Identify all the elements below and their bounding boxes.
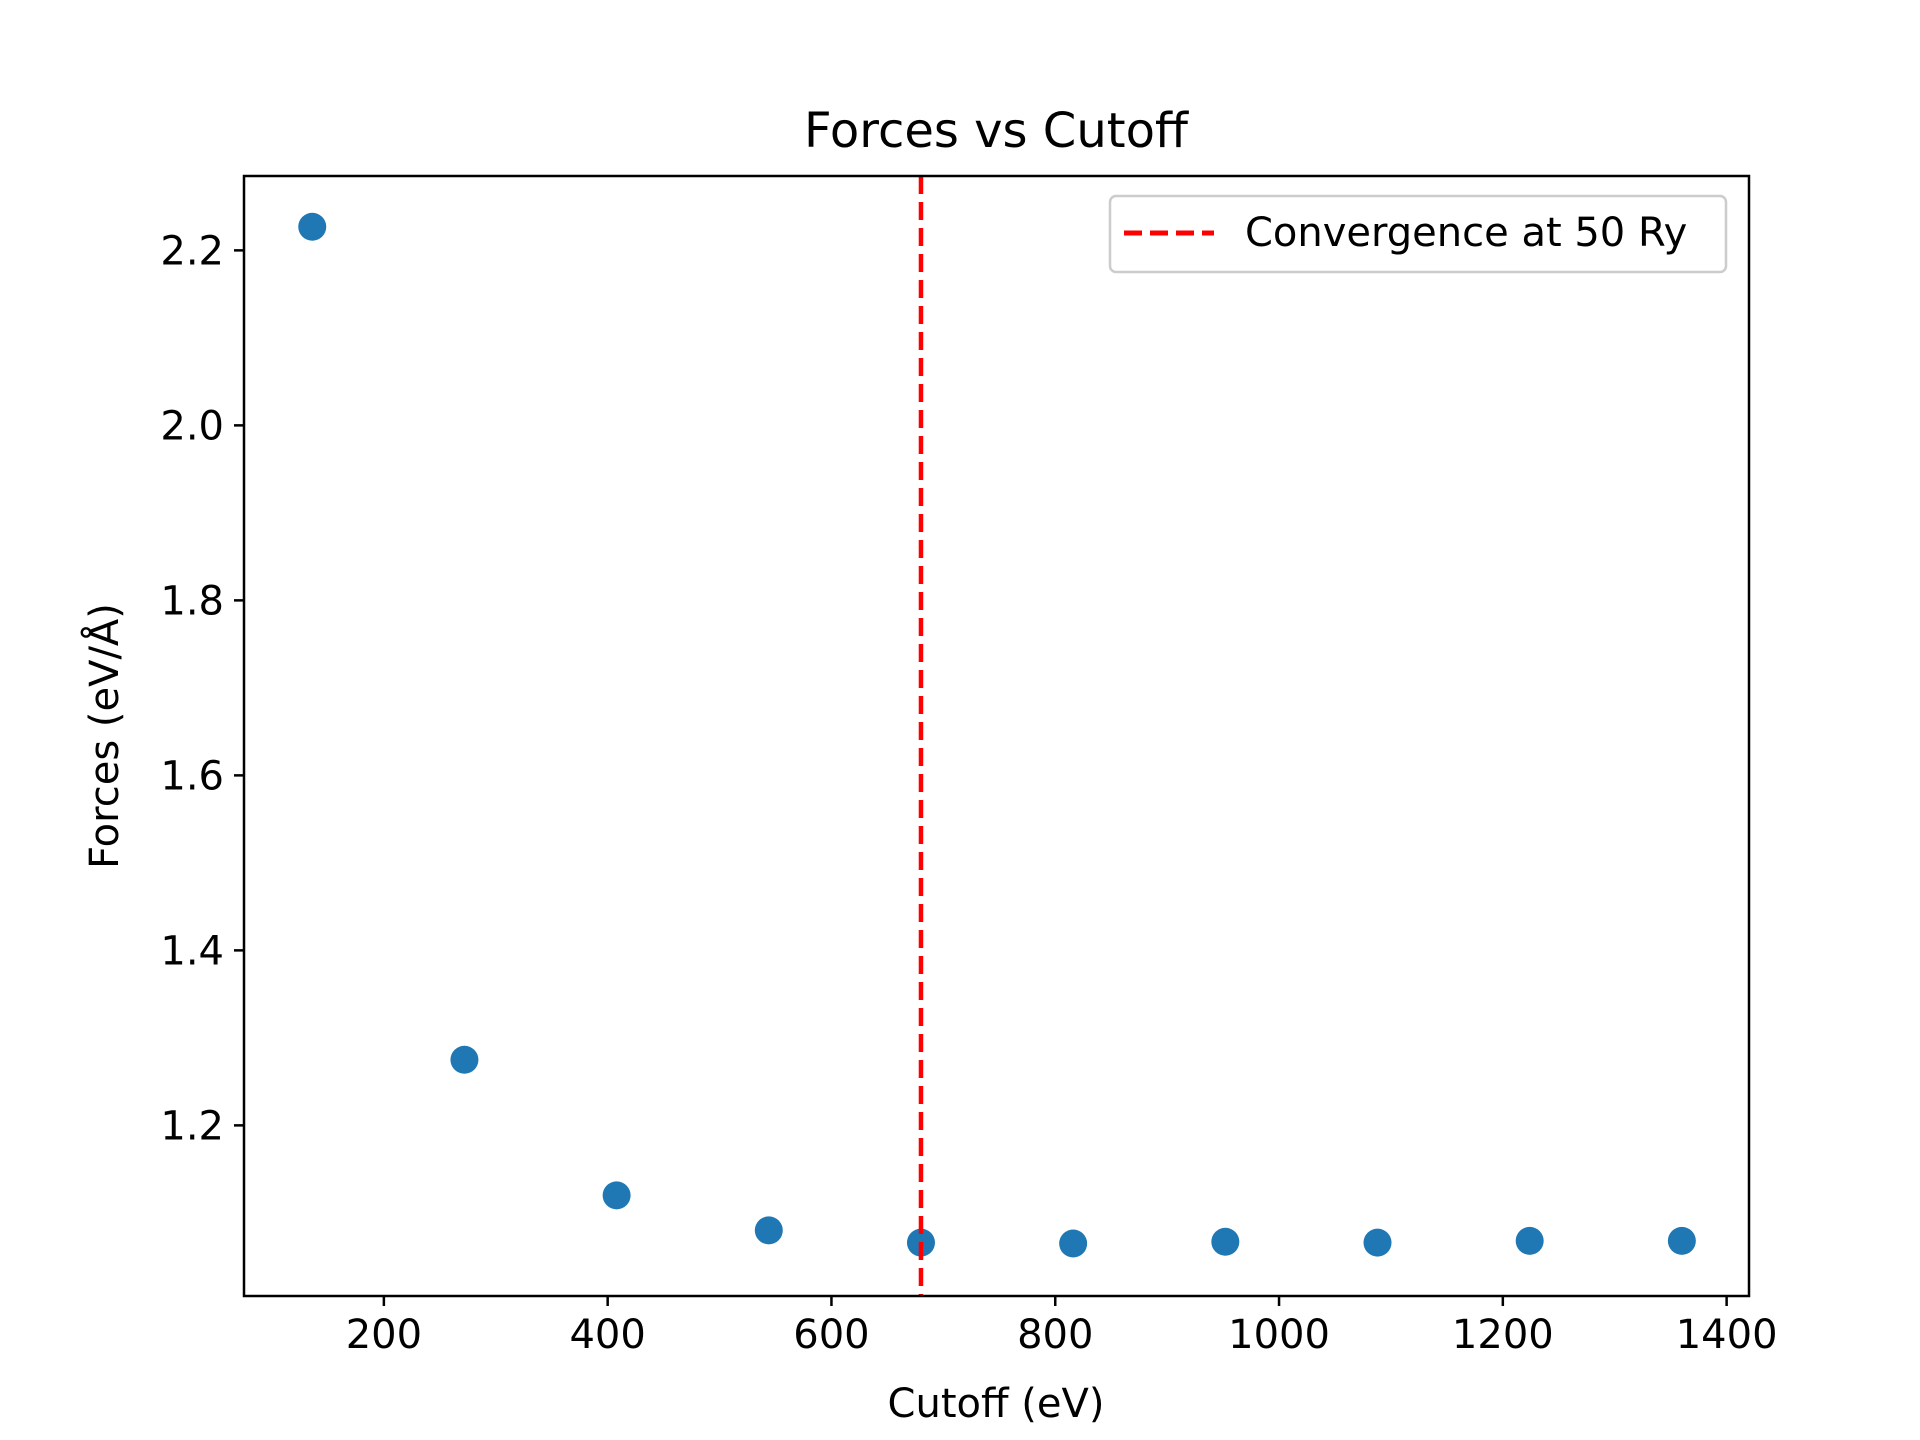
- data-point: [450, 1045, 479, 1074]
- data-point: [602, 1181, 631, 1210]
- data-point: [1667, 1226, 1696, 1255]
- data-point: [1515, 1226, 1544, 1255]
- x-tick-label: 1200: [1452, 1312, 1554, 1358]
- x-tick-label: 600: [793, 1312, 869, 1358]
- data-point: [1363, 1228, 1392, 1257]
- plot-area: [242, 174, 1751, 1298]
- x-axis-label: Cutoff (eV): [888, 1381, 1105, 1427]
- chart-title: Forces vs Cutoff: [804, 103, 1189, 159]
- y-axis-label: Forces (eV/Å): [80, 603, 128, 869]
- y-tick-label: 1.6: [160, 753, 224, 799]
- data-point: [754, 1216, 783, 1245]
- legend-label: Convergence at 50 Ry: [1245, 210, 1687, 256]
- y-tick-label: 2.2: [160, 228, 224, 274]
- x-tick-label: 1400: [1676, 1312, 1778, 1358]
- plot-frame: [242, 174, 1751, 1298]
- y-axis: 1.2 1.4 1.6 1.8 2.0 2.2: [160, 228, 244, 1149]
- x-tick-label: 400: [569, 1312, 645, 1358]
- legend: Convergence at 50 Ry: [1108, 194, 1728, 274]
- y-tick-label: 1.4: [160, 928, 224, 974]
- x-tick-label: 1000: [1228, 1312, 1330, 1358]
- legend-box: [1108, 194, 1728, 274]
- series-layer: [298, 212, 1696, 1258]
- x-tick-label: 200: [346, 1312, 422, 1358]
- y-tick-label: 2.0: [160, 403, 224, 449]
- data-point: [1059, 1229, 1088, 1258]
- y-tick-label: 1.8: [160, 578, 224, 624]
- x-axis: 200 400 600 800 1000 1200 1400: [346, 1296, 1778, 1358]
- y-tick-label: 1.2: [160, 1103, 224, 1149]
- data-point: [1211, 1227, 1240, 1256]
- data-point: [298, 212, 327, 241]
- x-tick-label: 800: [1017, 1312, 1093, 1358]
